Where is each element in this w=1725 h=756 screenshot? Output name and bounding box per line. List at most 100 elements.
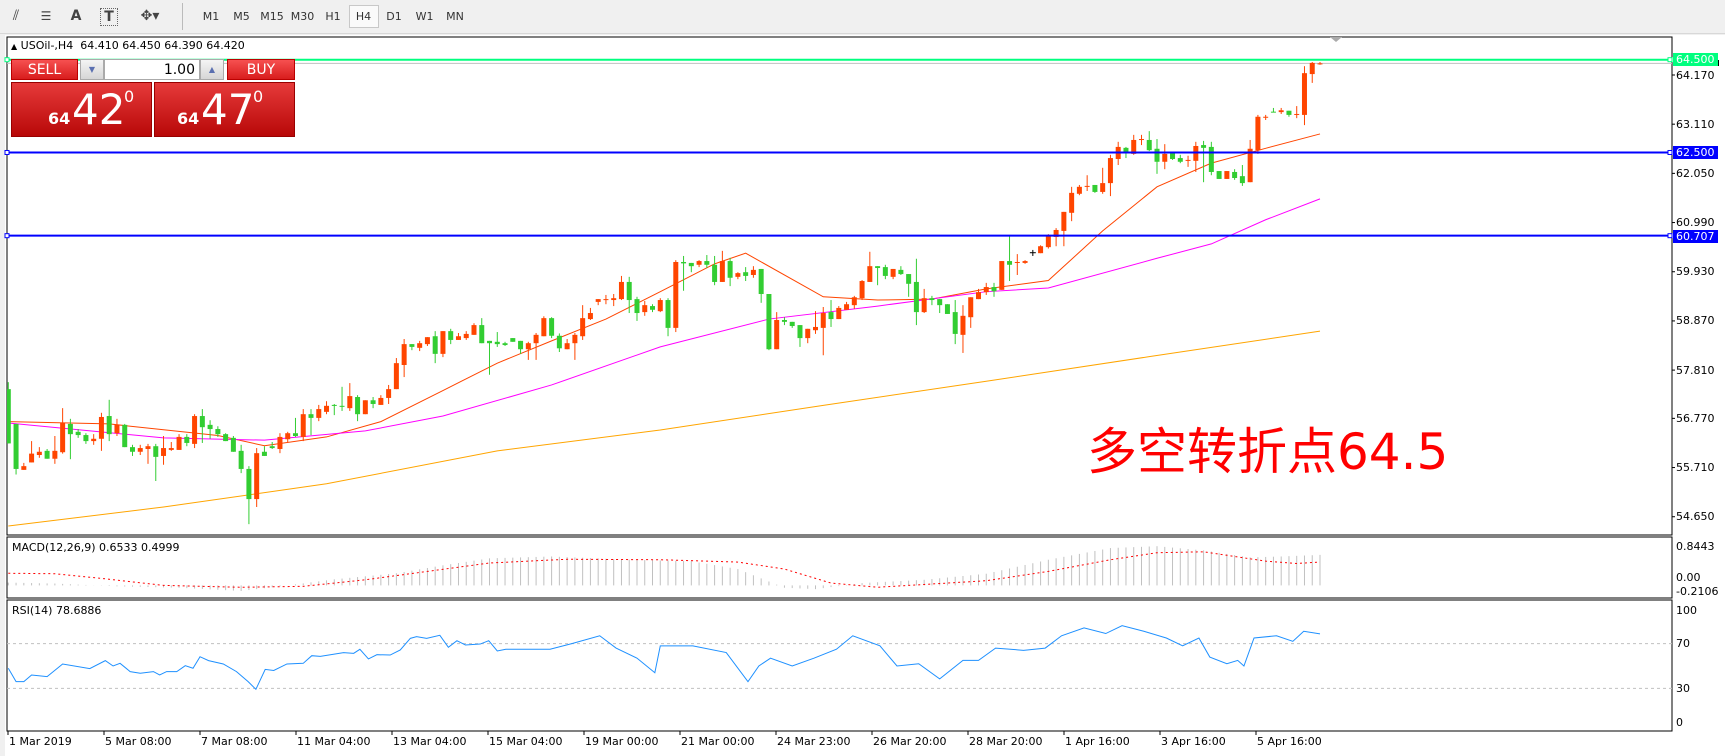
- lot-decrease-button[interactable]: ▼: [80, 59, 104, 80]
- time-axis-label: 1 Mar 2019: [9, 735, 72, 748]
- buy-label: BUY: [246, 61, 276, 78]
- line-price-label: 60.707: [1673, 230, 1718, 244]
- candle: [587, 307, 593, 320]
- candle: [277, 433, 283, 454]
- candle: [1092, 184, 1098, 193]
- timeframe-d1[interactable]: D1: [386, 10, 402, 23]
- candle: [518, 340, 524, 354]
- candle: [145, 443, 151, 464]
- candle: [285, 431, 291, 443]
- candle: [1193, 141, 1199, 172]
- chart-window: [5, 35, 1725, 756]
- timeframe-m15[interactable]: M15: [260, 10, 284, 23]
- candle-body: [1278, 110, 1284, 113]
- candle-body: [681, 261, 687, 264]
- candle-body: [1216, 171, 1222, 179]
- candle-body: [642, 305, 648, 313]
- timeframe-h1[interactable]: H1: [325, 10, 341, 23]
- candle-body: [1022, 261, 1028, 263]
- buy-button[interactable]: BUY: [227, 59, 295, 80]
- high-value: 64.450: [122, 39, 161, 52]
- timeframe-m1[interactable]: M1: [202, 10, 220, 23]
- chart-shift-marker-icon: [1330, 37, 1342, 42]
- candle: [851, 295, 857, 309]
- candle-body: [844, 304, 850, 310]
- candle: [1014, 254, 1020, 275]
- candle: [719, 250, 725, 282]
- candle-body: [153, 446, 159, 457]
- text-tool-label: A: [70, 8, 82, 24]
- candle-body: [1123, 147, 1129, 153]
- fibonacci-fan-icon[interactable]: ☰: [40, 9, 52, 23]
- candle: [52, 435, 58, 464]
- candle-body: [929, 298, 935, 301]
- low-value: 64.390: [164, 39, 203, 52]
- candle-body: [1154, 148, 1160, 162]
- arrows-dropdown-icon[interactable]: ✥▾: [140, 8, 160, 24]
- timeframe-m5[interactable]: M5: [233, 10, 250, 23]
- candle: [292, 417, 298, 437]
- time-axis-label: 28 Mar 20:00: [969, 735, 1043, 748]
- candle-body: [533, 334, 539, 344]
- candle-body: [168, 448, 174, 450]
- candle-body: [386, 389, 392, 398]
- candle-body: [417, 343, 423, 348]
- candle-body: [999, 261, 1005, 290]
- candle-body: [238, 450, 244, 469]
- candle-body: [316, 409, 322, 418]
- candle: [797, 325, 803, 347]
- candle-body: [1100, 183, 1106, 192]
- candle-body: [587, 313, 593, 320]
- candle: [114, 418, 120, 436]
- candle-body: [145, 446, 151, 449]
- main-plot: [7, 62, 1672, 527]
- candle: [463, 331, 469, 340]
- candle-body: [813, 326, 818, 331]
- candle: [1301, 66, 1307, 126]
- sell-price-box[interactable]: 64 42 0: [11, 82, 152, 137]
- candle-body: [975, 292, 981, 300]
- candle: [378, 395, 384, 405]
- fibonacci-expansion-icon[interactable]: ⫽: [12, 8, 20, 24]
- chart-header: ▲ USOil-,H4 64.410 64.450 64.390 64.420: [11, 39, 245, 52]
- buy-price-box[interactable]: 64 47 0: [154, 82, 295, 137]
- lot-size-input[interactable]: [104, 59, 200, 80]
- text-tool-icon[interactable]: A: [64, 5, 88, 27]
- candle-body: [797, 325, 803, 339]
- candle-body: [1084, 185, 1090, 187]
- price-axis-label: 57.810: [1676, 363, 1715, 377]
- timeframe-w1[interactable]: W1: [415, 10, 434, 23]
- toolbar-separator: [182, 3, 183, 30]
- candle: [269, 442, 275, 449]
- candle-body: [758, 268, 764, 295]
- candle: [735, 272, 741, 280]
- candle: [696, 260, 702, 268]
- candle-body: [83, 435, 89, 442]
- candle: [424, 337, 430, 346]
- collapse-triangle-icon[interactable]: ▲: [11, 42, 18, 51]
- candle-body: [1294, 113, 1300, 115]
- candle-body: [960, 315, 966, 335]
- candle: [1007, 235, 1013, 282]
- candle-body: [161, 448, 167, 456]
- timeframe-m30[interactable]: M30: [290, 10, 315, 23]
- candle-body: [254, 453, 260, 500]
- candle: [417, 340, 423, 352]
- candle-body: [1014, 261, 1020, 263]
- candle-body: [1131, 139, 1137, 154]
- candle: [665, 298, 671, 337]
- candle-body: [471, 325, 477, 335]
- candle: [1270, 107, 1276, 113]
- timeframe-h4[interactable]: H4: [348, 5, 379, 28]
- candle: [626, 276, 632, 314]
- candle: [1309, 62, 1315, 83]
- line-handle-left: [4, 149, 10, 155]
- candle: [906, 274, 912, 297]
- candle-body: [137, 448, 143, 452]
- text-label-icon[interactable]: T: [100, 8, 118, 26]
- lot-increase-button[interactable]: ▲: [200, 59, 224, 80]
- sell-button[interactable]: SELL: [11, 59, 78, 80]
- timeframe-mn[interactable]: MN: [446, 10, 464, 23]
- candle-body: [626, 281, 632, 301]
